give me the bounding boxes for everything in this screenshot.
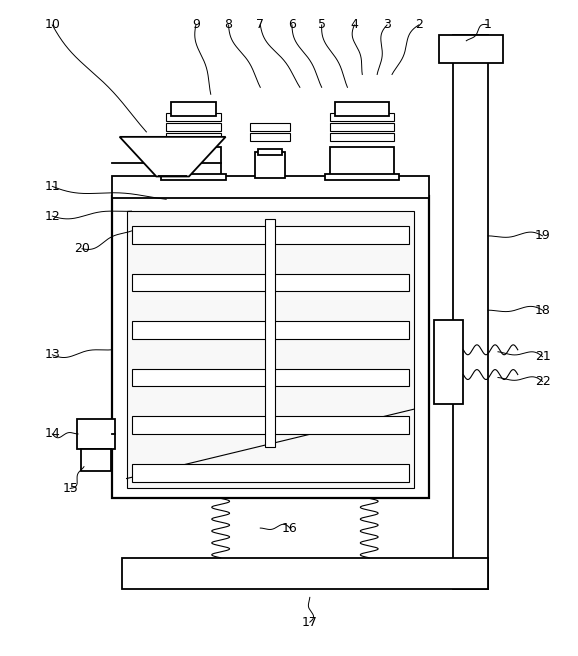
Bar <box>112 196 429 499</box>
Text: 12: 12 <box>45 209 60 222</box>
Bar <box>112 176 429 198</box>
Text: 19: 19 <box>535 230 550 243</box>
Text: 4: 4 <box>350 18 358 31</box>
Text: 3: 3 <box>383 18 391 31</box>
Bar <box>77 419 114 449</box>
Text: 2: 2 <box>415 18 423 31</box>
Bar <box>127 211 414 489</box>
Bar <box>329 147 394 178</box>
Text: 21: 21 <box>535 350 550 363</box>
Bar <box>161 174 225 180</box>
Bar <box>255 152 285 178</box>
Bar <box>250 133 290 141</box>
Bar <box>166 123 221 131</box>
Text: 14: 14 <box>45 428 60 440</box>
Bar <box>132 274 409 291</box>
Bar <box>132 416 409 434</box>
Text: 11: 11 <box>45 180 60 193</box>
Text: 5: 5 <box>318 18 325 31</box>
Text: 20: 20 <box>74 242 90 255</box>
Bar <box>132 464 409 482</box>
Bar <box>166 133 221 141</box>
Text: 9: 9 <box>192 18 200 31</box>
Text: 7: 7 <box>256 18 264 31</box>
Bar <box>329 133 394 141</box>
Text: 1: 1 <box>484 18 492 31</box>
Polygon shape <box>120 137 225 176</box>
Bar <box>453 35 488 590</box>
Bar <box>166 113 221 121</box>
Bar <box>265 219 275 447</box>
Bar <box>329 123 394 131</box>
Bar <box>439 35 503 62</box>
Text: 13: 13 <box>45 348 60 361</box>
Bar <box>81 449 111 470</box>
Bar <box>335 102 389 116</box>
Bar <box>250 123 290 131</box>
Bar <box>132 369 409 386</box>
Text: 22: 22 <box>535 375 550 388</box>
Text: 15: 15 <box>62 482 78 495</box>
Text: 6: 6 <box>288 18 296 31</box>
Bar <box>325 174 399 180</box>
Bar <box>132 321 409 339</box>
Bar <box>329 113 394 121</box>
Text: 17: 17 <box>302 615 318 628</box>
Text: 8: 8 <box>225 18 232 31</box>
Text: 10: 10 <box>45 18 60 31</box>
Bar <box>121 558 488 590</box>
Text: 16: 16 <box>282 522 298 535</box>
Bar <box>434 320 464 404</box>
Bar <box>132 226 409 244</box>
Bar <box>258 149 282 155</box>
Bar <box>171 102 216 116</box>
Text: 18: 18 <box>535 304 550 317</box>
Bar <box>166 147 221 178</box>
